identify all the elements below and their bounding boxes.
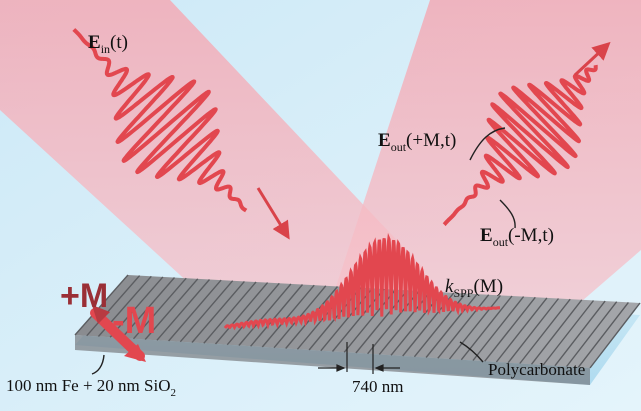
grating-ridge	[179, 280, 234, 343]
callout-film	[91, 354, 105, 375]
grating-ridge	[472, 296, 525, 361]
grating-ridge	[566, 301, 618, 367]
sample-slab	[74, 274, 641, 385]
reflected-arrow	[573, 41, 611, 77]
period-label: 740 nm	[352, 377, 403, 396]
callout-substrate	[459, 341, 484, 363]
spp-wave	[223, 232, 500, 331]
magnetization-arrow	[90, 305, 146, 362]
grating-ridge	[355, 289, 408, 354]
callout-plus	[469, 127, 506, 161]
grating-ridge	[507, 298, 560, 364]
grating-ridge	[238, 283, 292, 346]
grating-ridge	[168, 279, 222, 342]
grating-ridge	[484, 296, 536, 362]
incident-pulse	[72, 27, 248, 213]
incident-pulse-wave	[72, 27, 248, 213]
incident-arrow	[256, 187, 290, 240]
grating-ridge	[132, 277, 187, 340]
grating-ridge	[425, 293, 478, 358]
grating-ridge	[121, 277, 176, 339]
grating-ridge	[530, 299, 583, 365]
plus-m-label: +M	[60, 277, 108, 315]
grating-ridge	[577, 301, 629, 368]
grating-ridge	[156, 279, 211, 341]
out-minus-label: Eout(-M,t)	[480, 225, 554, 249]
outgoing-pulse-wave	[442, 63, 598, 227]
kspp-label: kSPP(M)	[445, 276, 503, 300]
film-label: 100 nm Fe + 20 nm SiO2	[6, 376, 176, 399]
out-plus-label: Eout(+M,t)	[378, 130, 456, 154]
period-dimension	[318, 342, 400, 374]
grating-ridge	[542, 300, 595, 366]
spp-wave-path	[223, 232, 500, 331]
minus-m-label: -M	[112, 300, 156, 342]
grating-ridges	[74, 274, 641, 369]
grating-ridge	[261, 284, 315, 348]
grating-ridge	[495, 297, 548, 363]
grating-ridge	[519, 298, 571, 364]
grating-ridge	[144, 278, 199, 340]
grating-ridge	[589, 302, 641, 369]
grating-ridge	[86, 275, 141, 337]
grating-ridge	[109, 276, 164, 338]
grating-ridge	[74, 274, 129, 336]
grating-ridge	[226, 282, 280, 346]
grating-ridge	[250, 284, 304, 347]
grating-ridge	[203, 281, 257, 344]
incident-field-label: Ein(t)	[88, 32, 128, 56]
callout-minus	[499, 199, 516, 229]
substrate-label: Polycarbonate	[488, 360, 585, 379]
grating-ridge	[554, 300, 606, 367]
grating-ridge	[214, 282, 269, 345]
outgoing-pulse	[442, 63, 598, 227]
grating-ridge	[448, 294, 501, 360]
film-edge	[75, 335, 590, 385]
grating-ridge	[191, 280, 245, 343]
grating-ridge	[437, 294, 490, 359]
grating-ridge	[378, 291, 432, 355]
